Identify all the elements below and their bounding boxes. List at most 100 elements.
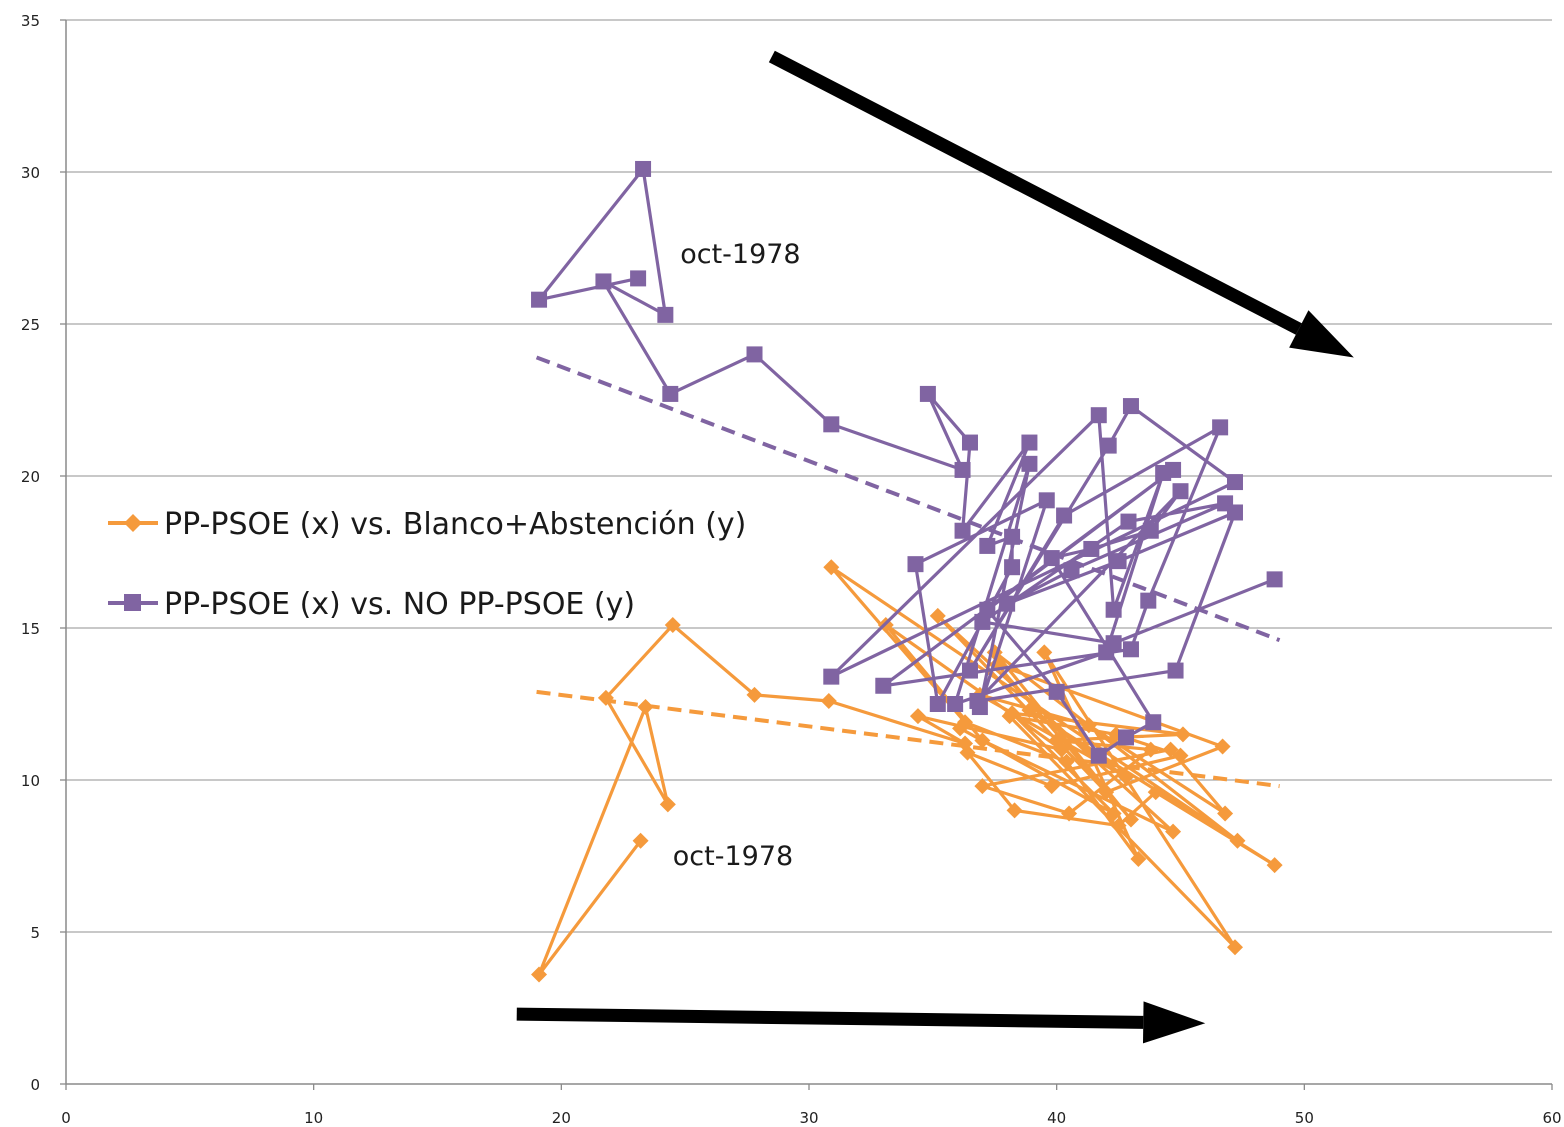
data-point (1217, 495, 1234, 512)
data-point (637, 699, 654, 716)
data-point (1122, 641, 1139, 658)
data-point (1004, 559, 1021, 576)
data-point (820, 692, 837, 709)
data-point (1165, 823, 1182, 840)
data-point (1083, 540, 1100, 557)
series-purple (531, 160, 1283, 764)
data-point (875, 677, 892, 694)
data-point (531, 291, 548, 308)
legend-item-purple: PP-PSOE (x) vs. NO PP-PSOE (y) (108, 587, 635, 622)
y-tick-label: 5 (30, 924, 40, 942)
legend: PP-PSOE (x) vs. Blanco+Abstención (y) PP… (108, 507, 746, 622)
data-point (1217, 805, 1234, 822)
x-tick-label: 10 (304, 1109, 323, 1127)
data-point (974, 778, 991, 795)
annotations: oct-1978 oct-1978 (673, 239, 801, 872)
data-point (1021, 455, 1038, 472)
data-point (1110, 553, 1127, 570)
data-point (974, 732, 991, 749)
data-point (1147, 784, 1164, 801)
data-point (1165, 461, 1182, 478)
data-point (1110, 817, 1127, 834)
data-point (746, 686, 763, 703)
data-point (1266, 857, 1283, 874)
data-point (746, 346, 763, 363)
data-point (1021, 434, 1038, 451)
data-point (1229, 832, 1246, 849)
data-point (1058, 753, 1075, 770)
data-point (1048, 732, 1065, 749)
data-point (823, 668, 840, 685)
legend-label-purple: PP-PSOE (x) vs. NO PP-PSOE (y) (164, 587, 635, 622)
y-tick-label: 30 (21, 164, 40, 182)
data-point (1048, 683, 1065, 700)
data-point (1162, 741, 1179, 758)
arrow (768, 50, 1354, 358)
data-point (531, 966, 548, 983)
data-point (907, 556, 924, 573)
arrow-shaft (516, 1007, 1144, 1029)
data-point (597, 689, 614, 706)
data-point (1100, 437, 1117, 454)
annotation-label: oct-1978 (680, 239, 800, 270)
data-point (1061, 805, 1078, 822)
annotation-label: oct-1978 (673, 841, 793, 872)
x-tick-label: 0 (61, 1109, 71, 1127)
data-point (1004, 528, 1021, 545)
data-point (630, 270, 647, 287)
direction-arrows (516, 50, 1354, 1044)
data-point (1214, 738, 1231, 755)
data-point (979, 537, 996, 554)
data-point (1142, 741, 1159, 758)
data-point (1167, 662, 1184, 679)
gridlines (66, 19, 1552, 933)
data-point (1038, 492, 1055, 509)
data-point (1118, 729, 1135, 746)
data-point (1021, 702, 1038, 719)
arrow-head (1142, 1001, 1206, 1044)
y-tick-label: 35 (21, 12, 40, 30)
data-point (1043, 550, 1060, 567)
data-point (954, 522, 971, 539)
data-point (1098, 784, 1115, 801)
data-point (657, 306, 674, 323)
data-point (959, 744, 976, 761)
data-point (632, 832, 649, 849)
data-point (1122, 398, 1139, 415)
data-point (1130, 851, 1147, 868)
data-point (1172, 483, 1189, 500)
data-point (1006, 802, 1023, 819)
data-point (1140, 592, 1157, 609)
data-point (979, 601, 996, 618)
x-tick-label: 30 (799, 1109, 818, 1127)
data-point (1090, 407, 1107, 424)
data-point (1174, 726, 1191, 743)
data-point (1226, 474, 1243, 491)
data-point (1266, 571, 1283, 588)
data-point (1118, 768, 1135, 785)
data-point (954, 461, 971, 478)
data-point (1105, 601, 1122, 618)
data-point (1142, 522, 1159, 539)
legend-label-orange: PP-PSOE (x) vs. Blanco+Abstención (y) (164, 507, 746, 542)
data-point (929, 607, 946, 624)
data-point (999, 595, 1016, 612)
data-point (1212, 419, 1229, 436)
data-point (1105, 805, 1122, 822)
data-point (1090, 747, 1107, 764)
data-point (947, 696, 964, 712)
data-point (1105, 635, 1122, 652)
data-series (531, 160, 1283, 983)
data-point (1036, 644, 1053, 661)
legend-swatch-square (124, 594, 141, 611)
data-point (919, 385, 936, 402)
x-tick-label: 20 (552, 1109, 571, 1127)
arrow-head (1289, 310, 1354, 358)
data-point (929, 696, 946, 712)
data-point (1063, 562, 1080, 579)
arrow (516, 1001, 1206, 1044)
x-tick-label: 40 (1047, 1109, 1066, 1127)
y-tick-label: 10 (21, 772, 40, 790)
axes: 0 5 10 15 20 25 30 35 0 10 20 30 40 50 60 (21, 12, 1562, 1127)
data-point (1120, 513, 1137, 530)
